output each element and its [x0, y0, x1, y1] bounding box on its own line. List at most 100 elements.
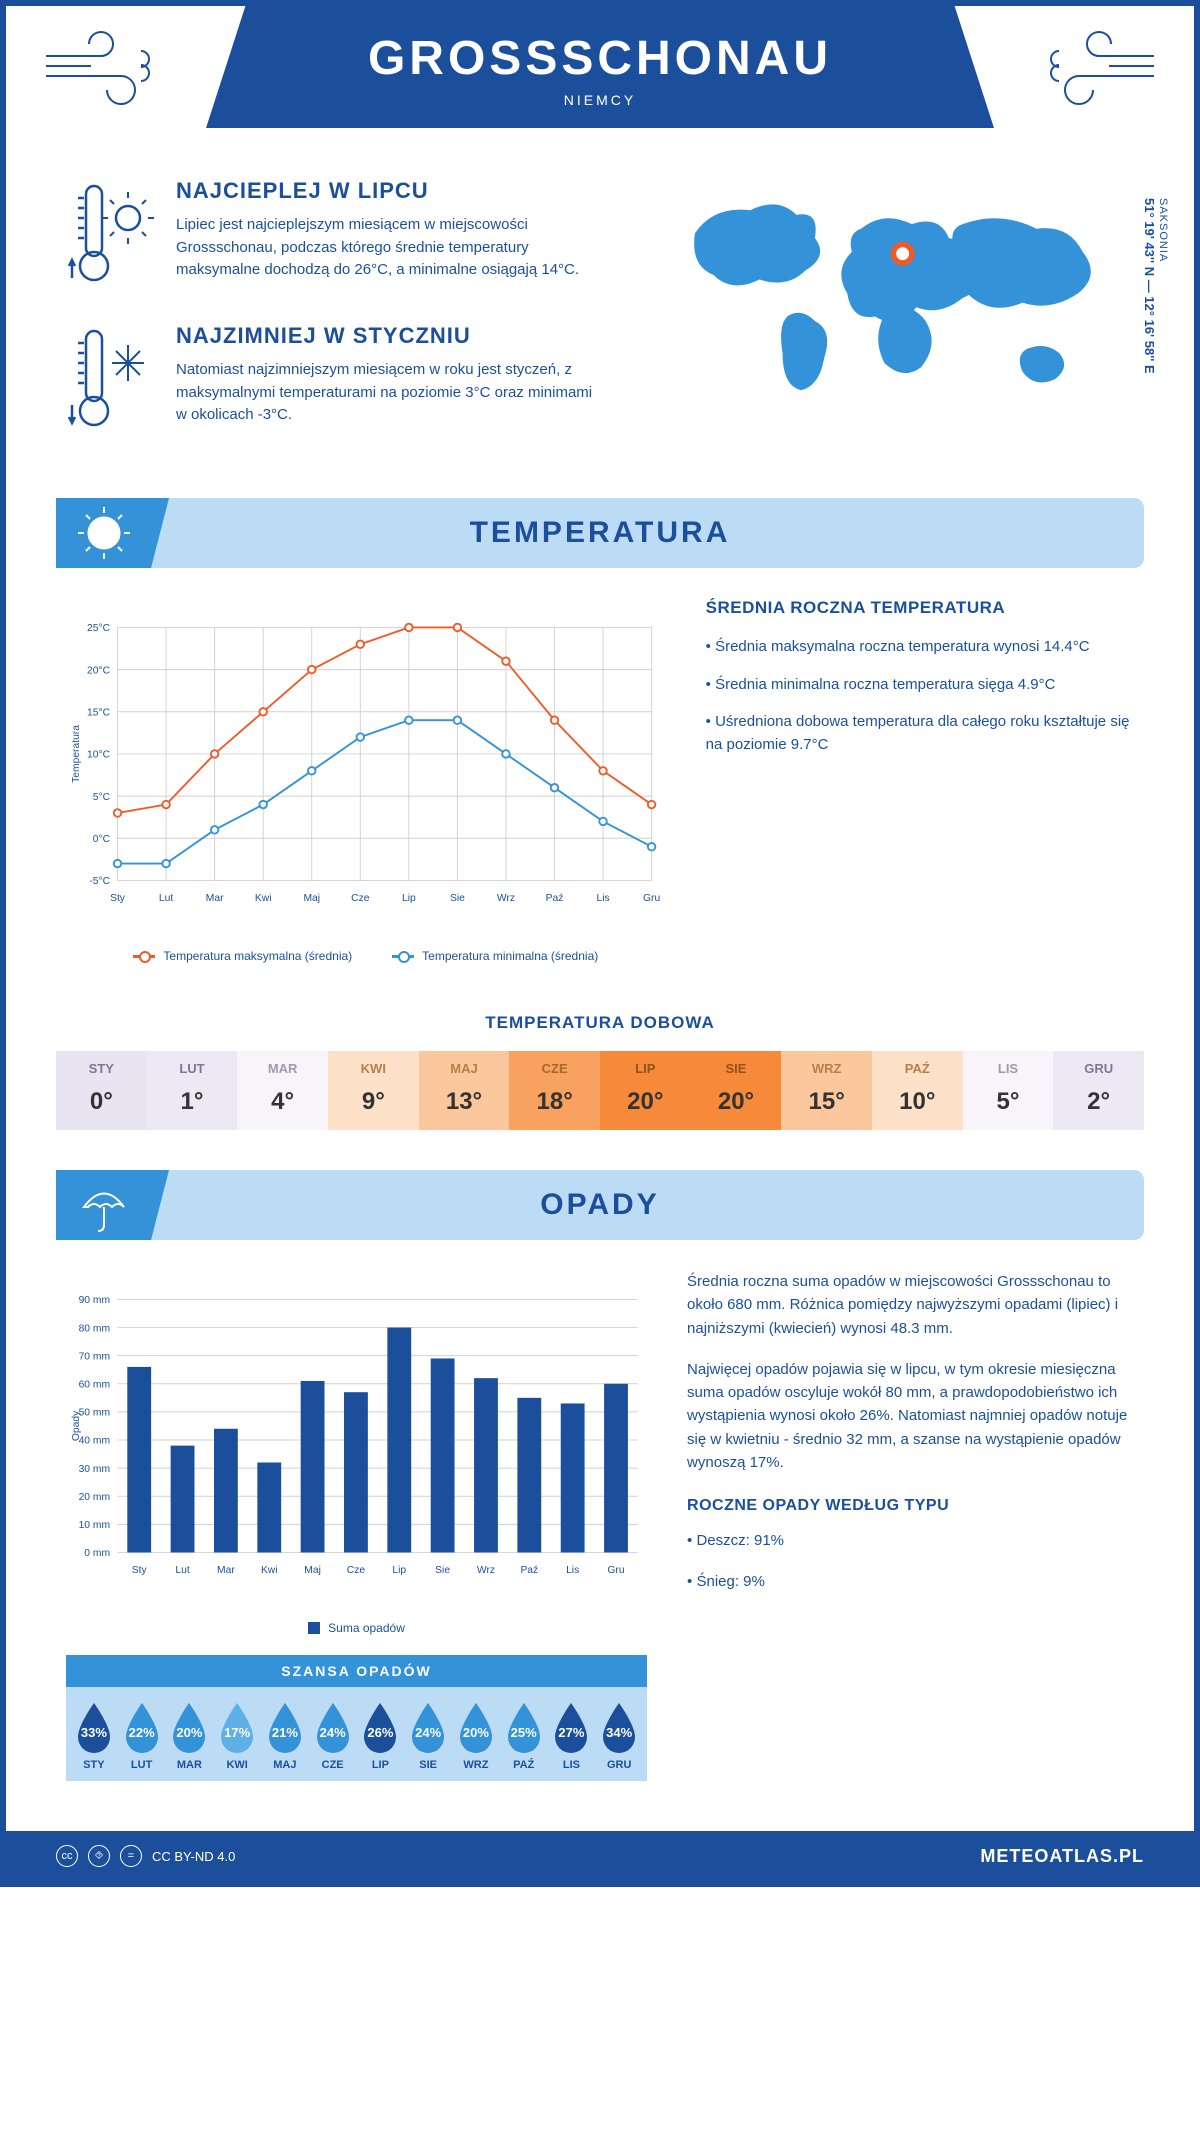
svg-text:50 mm: 50 mm	[79, 1408, 110, 1419]
svg-text:Mar: Mar	[206, 893, 224, 904]
section-header-precip: OPADY	[56, 1170, 1144, 1240]
svg-text:0°C: 0°C	[93, 834, 111, 845]
svg-text:Lip: Lip	[392, 1565, 406, 1576]
temperature-block: -5°C0°C5°C10°C15°C20°C25°CStyLutMarKwiMa…	[6, 568, 1194, 983]
precip-type-title: ROCZNE OPADY WEDŁUG TYPU	[687, 1494, 1134, 1519]
svg-text:80 mm: 80 mm	[79, 1323, 110, 1334]
coordinates: SAKSONIA 51° 19' 43'' N — 12° 16' 58'' E	[1142, 198, 1169, 374]
world-map	[644, 178, 1134, 423]
temperature-line-chart: -5°C0°C5°C10°C15°C20°C25°CStyLutMarKwiMa…	[66, 598, 666, 938]
svg-text:Lis: Lis	[596, 893, 609, 904]
svg-text:60 mm: 60 mm	[79, 1380, 110, 1391]
fact-cold-text: Natomiast najzimniejszym miesiącem w rok…	[176, 359, 604, 427]
legend-item: .legend-swatch::before{border-color:inhe…	[392, 949, 598, 963]
daily-temp-title: TEMPERATURA DOBOWA	[6, 1013, 1194, 1033]
chance-cell: 20%MAR	[166, 1701, 214, 1771]
chance-cell: 26%LIP	[357, 1701, 405, 1771]
chance-cell: 24%SIE	[404, 1701, 452, 1771]
svg-text:Lut: Lut	[159, 893, 173, 904]
daily-cell: LUT1°	[147, 1051, 238, 1130]
svg-text:Kwi: Kwi	[261, 1565, 278, 1576]
chance-cell: 24%CZE	[309, 1701, 357, 1771]
daily-cell: CZE18°	[509, 1051, 600, 1130]
wind-icon-right	[994, 6, 1194, 128]
legend-item: .legend-swatch::before{border-color:inhe…	[133, 949, 352, 963]
svg-text:10 mm: 10 mm	[79, 1520, 110, 1531]
chance-cell: 25%PAŹ	[500, 1701, 548, 1771]
thermometer-hot-icon	[66, 178, 156, 293]
sun-icon	[56, 498, 151, 568]
umbrella-icon	[56, 1170, 151, 1240]
svg-text:Cze: Cze	[351, 893, 370, 904]
svg-text:Lis: Lis	[566, 1565, 579, 1576]
temp-bullet: • Średnia minimalna roczna temperatura s…	[706, 674, 1134, 697]
chance-cell: 33%STY	[70, 1701, 118, 1771]
daily-cell: PAŹ10°	[872, 1051, 963, 1130]
daily-cell: WRZ15°	[781, 1051, 872, 1130]
chance-cell: 27%LIS	[548, 1701, 596, 1771]
wind-icon-left	[6, 6, 206, 128]
header: GROSSSCHONAU NIEMCY	[6, 6, 1194, 128]
intro-section: NAJCIEPLEJ W LIPCU Lipiec jest najcieple…	[6, 128, 1194, 498]
svg-text:40 mm: 40 mm	[79, 1436, 110, 1447]
chance-cell: 21%MAJ	[261, 1701, 309, 1771]
svg-text:Paź: Paź	[520, 1565, 538, 1576]
fact-hot-title: NAJCIEPLEJ W LIPCU	[176, 178, 604, 204]
precip-block: 0 mm10 mm20 mm30 mm40 mm50 mm60 mm70 mm8…	[6, 1240, 1194, 1801]
svg-text:20°C: 20°C	[87, 665, 111, 676]
footer: cc ⯑ = CC BY-ND 4.0 METEOATLAS.PL	[6, 1831, 1194, 1881]
type-bullet: • Śnieg: 9%	[687, 1570, 1134, 1593]
fact-cold-title: NAJZIMNIEJ W STYCZNIU	[176, 323, 604, 349]
daily-cell: KWI9°	[328, 1051, 419, 1130]
daily-cell: STY0°	[56, 1051, 147, 1130]
fact-cold: NAJZIMNIEJ W STYCZNIU Natomiast najzimni…	[66, 323, 604, 438]
svg-text:70 mm: 70 mm	[79, 1351, 110, 1362]
svg-text:-5°C: -5°C	[89, 876, 110, 887]
type-bullet: • Deszcz: 91%	[687, 1529, 1134, 1552]
temp-info-title: ŚREDNIA ROCZNA TEMPERATURA	[706, 598, 1134, 618]
svg-text:Lip: Lip	[402, 893, 416, 904]
fact-hot-text: Lipiec jest najcieplejszym miesiącem w m…	[176, 214, 604, 282]
svg-text:Maj: Maj	[304, 1565, 321, 1576]
svg-text:Sie: Sie	[450, 893, 465, 904]
footer-site: METEOATLAS.PL	[980, 1846, 1144, 1867]
license-text: CC BY-ND 4.0	[152, 1849, 235, 1864]
svg-text:25°C: 25°C	[87, 623, 111, 634]
svg-text:Cze: Cze	[347, 1565, 366, 1576]
precip-type-bullets: • Deszcz: 91% • Śnieg: 9%	[687, 1529, 1134, 1594]
precip-section-title: OPADY	[56, 1188, 1144, 1222]
city-name: GROSSSCHONAU	[206, 31, 994, 86]
precip-legend-label: Suma opadów	[328, 1621, 405, 1635]
chance-cell: 17%KWI	[213, 1701, 261, 1771]
chance-row: 33%STY22%LUT20%MAR17%KWI21%MAJ24%CZE26%L…	[66, 1687, 647, 1781]
daily-cell: LIP20°	[600, 1051, 691, 1130]
daily-cell: SIE20°	[691, 1051, 782, 1130]
nd-icon: =	[120, 1845, 142, 1867]
svg-text:Kwi: Kwi	[255, 893, 272, 904]
svg-text:Maj: Maj	[303, 893, 320, 904]
precip-para1: Średnia roczna suma opadów w miejscowośc…	[687, 1270, 1134, 1340]
temp-bullet: • Uśredniona dobowa temperatura dla całe…	[706, 711, 1134, 756]
country-name: NIEMCY	[206, 92, 994, 108]
chance-cell: 20%WRZ	[452, 1701, 500, 1771]
svg-text:Paź: Paź	[546, 893, 564, 904]
svg-text:Sie: Sie	[435, 1565, 450, 1576]
daily-cell: MAR4°	[237, 1051, 328, 1130]
svg-text:30 mm: 30 mm	[79, 1464, 110, 1475]
region-label: SAKSONIA	[1157, 198, 1169, 366]
title-banner: GROSSSCHONAU NIEMCY	[206, 6, 994, 128]
svg-text:Wrz: Wrz	[477, 1565, 495, 1576]
coords-value: 51° 19' 43'' N — 12° 16' 58'' E	[1142, 198, 1157, 374]
svg-text:0 mm: 0 mm	[84, 1548, 110, 1559]
svg-text:Sty: Sty	[132, 1565, 148, 1576]
precip-bar-chart: 0 mm10 mm20 mm30 mm40 mm50 mm60 mm70 mm8…	[66, 1270, 647, 1610]
temp-bullet: • Średnia maksymalna roczna temperatura …	[706, 636, 1134, 659]
chance-box: SZANSA OPADÓW 33%STY22%LUT20%MAR17%KWI21…	[66, 1655, 647, 1781]
section-header-temperature: TEMPERATURA	[56, 498, 1144, 568]
chance-cell: 34%GRU	[595, 1701, 643, 1771]
footer-license: cc ⯑ = CC BY-ND 4.0	[56, 1845, 235, 1867]
svg-text:Opady: Opady	[71, 1410, 82, 1441]
svg-text:Mar: Mar	[217, 1565, 235, 1576]
cc-icon: cc	[56, 1845, 78, 1867]
svg-text:5°C: 5°C	[93, 792, 111, 803]
